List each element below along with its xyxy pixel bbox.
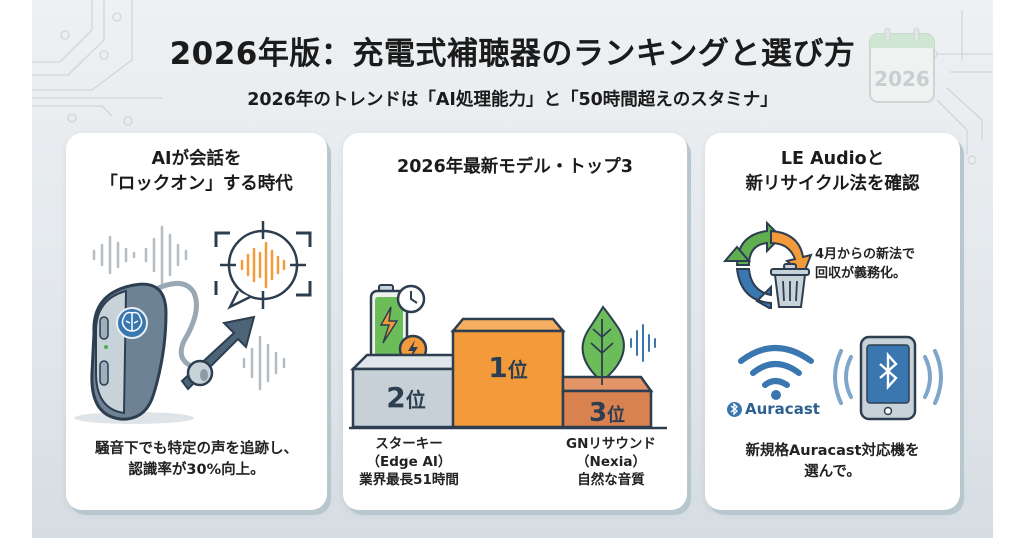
recycle-icon: [722, 221, 813, 309]
sound-wave-icon: [92, 225, 286, 391]
le-audio-recycle-card: LE Audioと 新リサイクル法を確認 4月からの新法で 回収が義務化。: [705, 133, 960, 510]
card-title: 2026年最新モデル・トップ3: [397, 157, 633, 177]
broadcast-icon: [738, 345, 814, 400]
page-title: 2026年版：充電式補聴器のランキングと選び方: [169, 36, 856, 72]
battery-charging-icon: [369, 284, 409, 363]
podium-first-place: 1位: [450, 317, 566, 429]
recycle-note: 4月からの新法で 回収が義務化。: [815, 247, 916, 281]
leaf-icon: [581, 305, 625, 385]
brain-chip-icon: [116, 307, 148, 339]
card-caption: 新規格Auracast対応機を 選んで。: [745, 443, 920, 480]
sound-wave-icon: [630, 324, 656, 362]
bluetooth-icon: [879, 351, 898, 391]
podium-second-place: 2位: [349, 353, 461, 429]
card-caption: 騒音下でも特定の声を追跡し、 認識率が30%向上。: [95, 441, 298, 478]
target-speech-bubble-icon: [214, 221, 312, 310]
infographic-panel: 2026 2026年版：充電式補聴器のランキングと選び方 2026年のトレンドは…: [32, 0, 993, 538]
second-place-label: スターキー （Edge AI） 業界最長51時間: [359, 436, 459, 488]
bluetooth-icon: [727, 401, 742, 417]
card-title: LE Audioと 新リサイクル法を確認: [745, 149, 920, 194]
auracast-logo: Auracast: [727, 400, 820, 418]
svg-text:1位: 1位: [488, 351, 527, 384]
clock-icon: [396, 284, 426, 314]
ai-lock-on-card: AIが会話を 「ロックオン」する時代: [66, 133, 327, 510]
hearing-aid-illustration: [74, 221, 312, 424]
top3-models-card: 2026年最新モデル・トップ3 2位: [343, 133, 687, 510]
trash-can-icon: [770, 263, 810, 308]
svg-text:3位: 3位: [589, 398, 625, 428]
third-place-label: GNリサウンド （Nexia） 自然な音質: [566, 436, 656, 488]
podium-third-place: 3位: [561, 375, 654, 429]
card-title: AIが会話を 「ロックオン」する時代: [100, 149, 293, 194]
calendar-icon: 2026: [869, 27, 935, 103]
page-subtitle: 2026年のトレンドは「AI処理能力」と「50時間超えのスタミナ」: [247, 90, 778, 110]
smartphone-icon: [833, 335, 943, 421]
svg-text:2位: 2位: [386, 381, 425, 414]
podium-illustration: 2位 1位 3位: [349, 284, 667, 430]
hearing-aid-icon: [74, 281, 214, 424]
svg-text:2026: 2026: [874, 67, 930, 91]
